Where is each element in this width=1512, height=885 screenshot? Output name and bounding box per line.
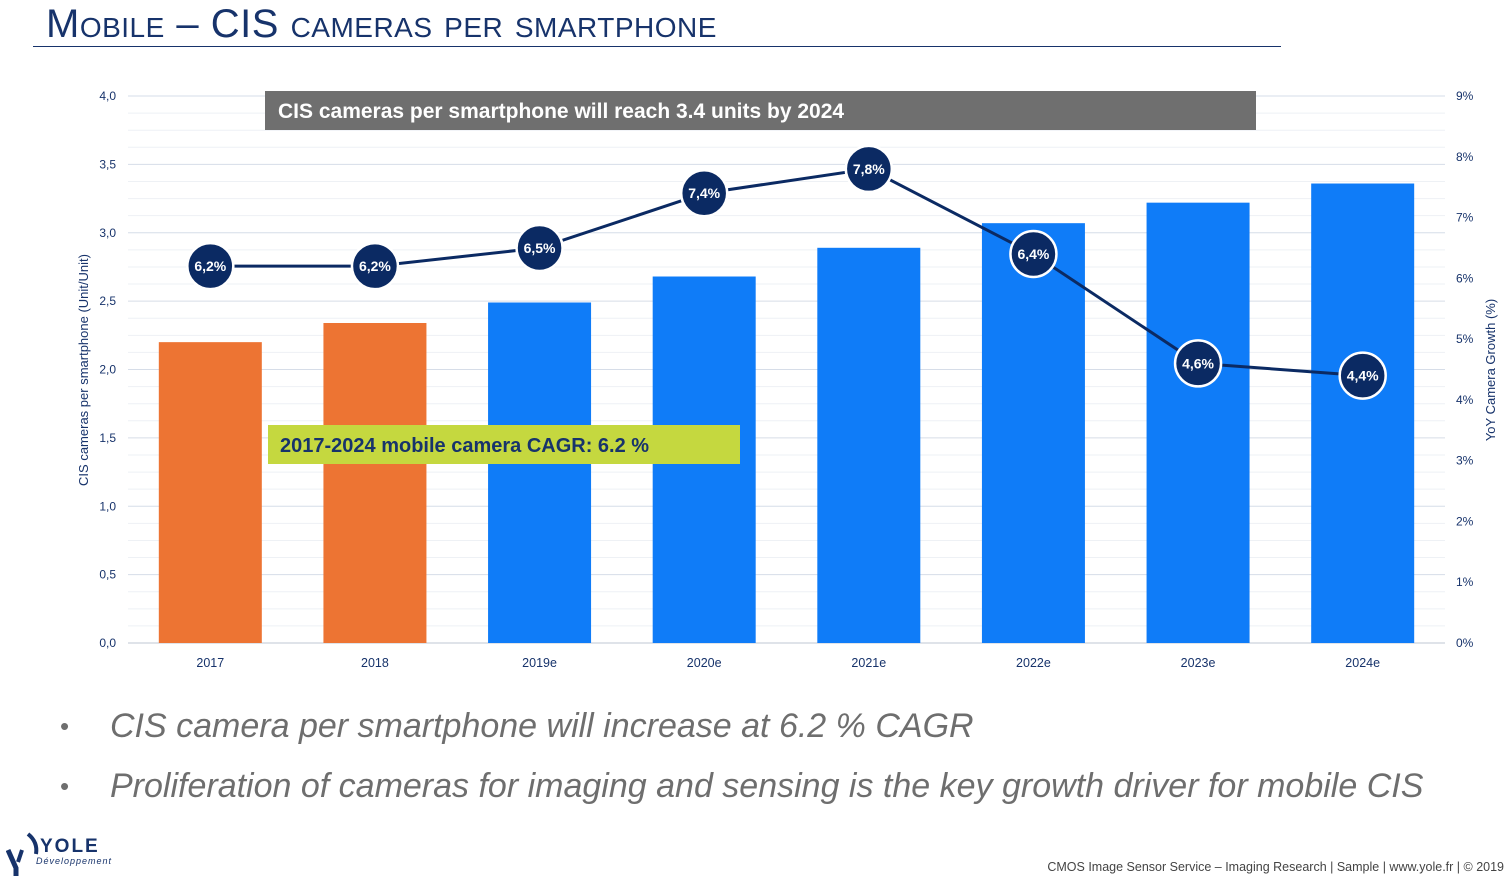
cagr-banner (268, 425, 740, 464)
y-tick-label: 2,5 (99, 294, 116, 308)
x-tick-label: 2020e (687, 656, 722, 670)
bar (323, 323, 427, 643)
footer: CMOS Image Sensor Service – Imaging Rese… (1047, 860, 1504, 874)
bar (158, 342, 262, 643)
growth-point-label: 6,2% (359, 258, 391, 274)
y2-axis-ticks: 0% 1% 2% 3% 4% 5% 6% 7% 8% 9% (1456, 89, 1474, 650)
x-axis-ticks: 2017 2018 2019e 2020e 2021e 2022e 2023e 2024e (196, 656, 1380, 670)
slide-title: Mobile – CIS cameras per smartphone (46, 2, 717, 46)
bullet-text: CIS camera per smartphone will increase … (110, 707, 974, 745)
y2-tick-label: 3% (1456, 454, 1474, 468)
y2-tick-label: 5% (1456, 332, 1474, 346)
growth-point-label: 6,4% (1017, 246, 1049, 262)
headline-banner-text: CIS cameras per smartphone will reach 3.… (278, 100, 844, 123)
bullet-text: Proliferation of cameras for imaging and… (110, 767, 1424, 805)
y-tick-label: 1,0 (99, 499, 116, 513)
growth-point-label: 6,5% (524, 240, 556, 256)
cagr-banner-text: 2017-2024 mobile camera CAGR: 6.2 % (280, 435, 649, 457)
y2-tick-label: 6% (1456, 271, 1474, 285)
y-tick-label: 4,0 (99, 89, 116, 103)
y-tick-label: 1,5 (99, 431, 116, 445)
x-tick-label: 2022e (1016, 656, 1051, 670)
bar (1311, 183, 1415, 643)
y-tick-label: 3,0 (99, 226, 116, 240)
y-axis-ticks: 0,0 0,5 1,0 1,5 2,0 2,5 3,0 3,5 4,0 (99, 89, 116, 650)
growth-point-label: 7,8% (853, 161, 885, 177)
bars (158, 183, 1415, 644)
headline-banner (265, 91, 1256, 130)
y2-tick-label: 0% (1456, 636, 1474, 650)
growth-point-label: 4,6% (1182, 355, 1214, 371)
svg-text:Développement: Développement (36, 856, 112, 866)
growth-point (1009, 229, 1058, 279)
x-tick-label: 2019e (522, 656, 557, 670)
growth-point-label: 4,4% (1347, 368, 1379, 384)
y-axis-label: CIS cameras per smartphone (Unit/Unit) (76, 254, 91, 486)
x-tick-label: 2017 (196, 656, 224, 670)
bullet-list: • CIS camera per smartphone will increase… (60, 702, 1423, 822)
growth-point (350, 241, 400, 291)
x-tick-label: 2024e (1345, 656, 1380, 670)
bar (817, 247, 921, 644)
y2-tick-label: 9% (1456, 89, 1474, 103)
growth-point (679, 168, 729, 218)
bar (981, 223, 1085, 644)
growth-point (186, 241, 235, 291)
bar (1146, 202, 1250, 644)
y-tick-label: 0,5 (99, 568, 116, 582)
y-tick-label: 0,0 (99, 636, 116, 650)
x-tick-label: 2018 (361, 656, 389, 670)
growth-line-path (210, 167, 1363, 378)
growth-point (1338, 351, 1387, 400)
title-divider (33, 46, 1281, 47)
y2-tick-label: 8% (1456, 150, 1474, 164)
growth-line: 6,2% 6,2% 6,5% 7,4% 7,8% 6,4% 4,6% 4,4% (186, 144, 1387, 400)
growth-point-label: 7,4% (688, 185, 720, 201)
y-tick-label: 2,0 (99, 363, 116, 377)
bullet-item: • CIS camera per smartphone will increase… (60, 707, 974, 745)
yole-logo: YOLE Développement (6, 832, 112, 876)
y2-tick-label: 2% (1456, 514, 1474, 528)
y2-tick-label: 4% (1456, 393, 1474, 407)
growth-point (1173, 339, 1223, 388)
bullet-item: • Proliferation of cameras for imaging an… (60, 767, 1424, 805)
y2-axis-label: YoY Camera Growth (%) (1483, 299, 1498, 441)
growth-point (844, 144, 894, 194)
y2-tick-label: 1% (1456, 575, 1474, 589)
y-tick-label: 3,5 (99, 157, 116, 171)
bar (488, 302, 592, 643)
x-tick-label: 2023e (1181, 656, 1216, 670)
x-tick-label: 2021e (851, 656, 886, 670)
growth-point (515, 223, 564, 273)
svg-text:YOLE: YOLE (40, 836, 100, 857)
growth-point-label: 6,2% (194, 258, 226, 274)
y2-tick-label: 7% (1456, 211, 1474, 225)
